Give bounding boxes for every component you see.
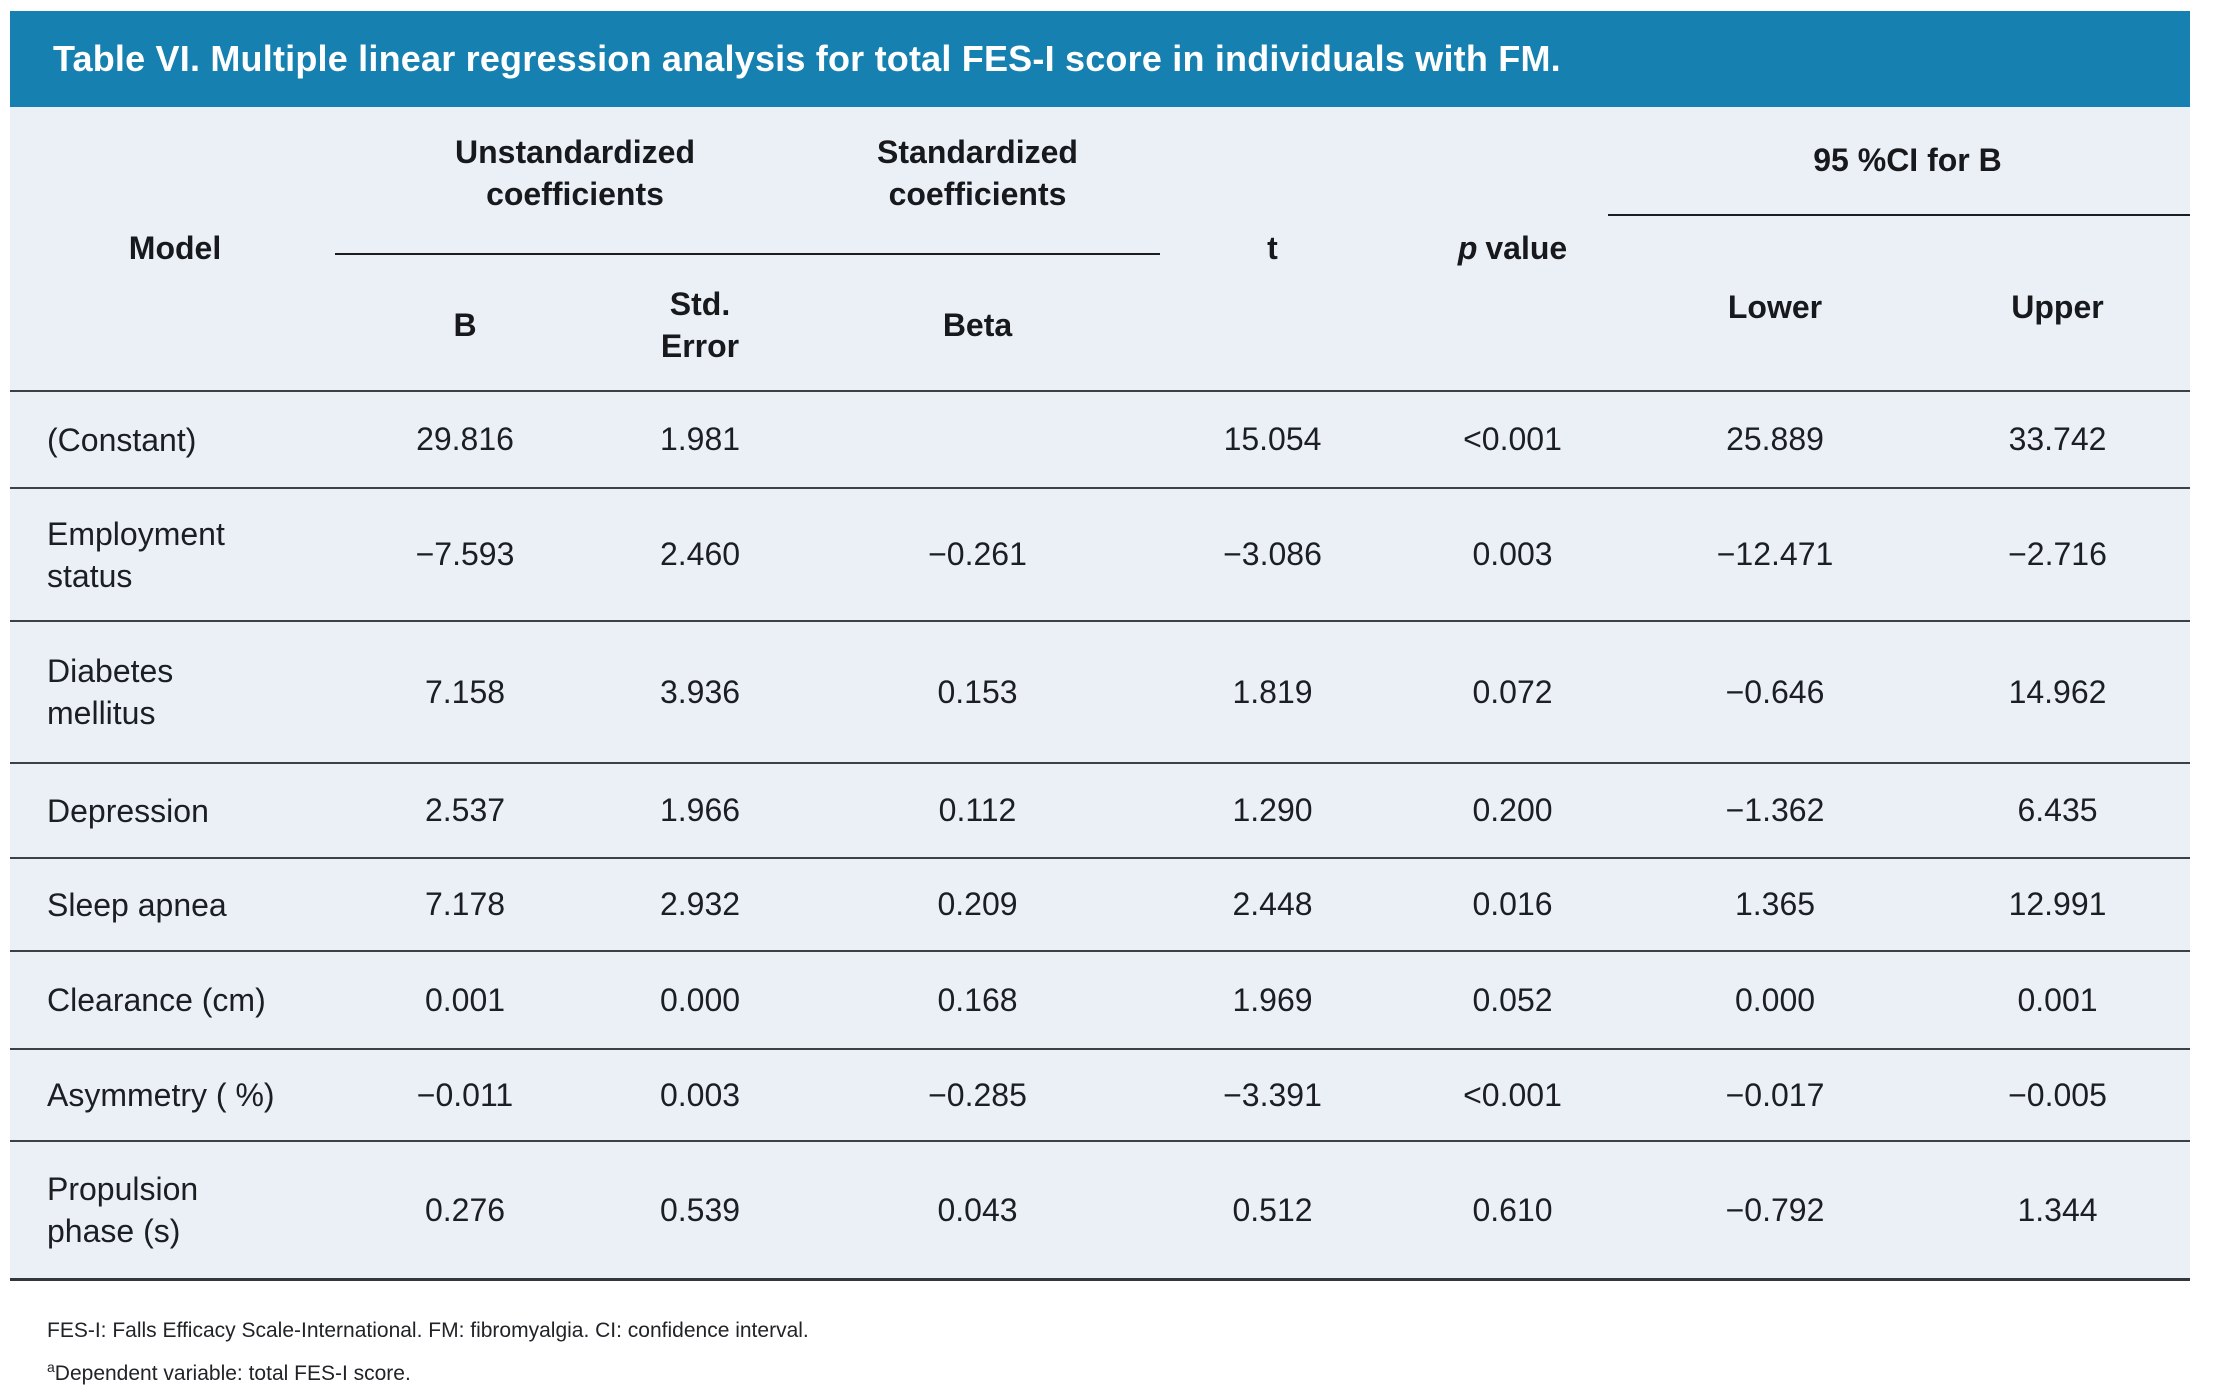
cell-p: 0.610 [1472, 1191, 1553, 1228]
cell-beta: 0.168 [937, 981, 1018, 1018]
cell-beta: 0.112 [938, 792, 1017, 828]
cell-b: −7.593 [415, 536, 515, 572]
table-title-bar: Table VI. Multiple linear regression ana… [10, 11, 2190, 107]
p-value-p: p [1457, 230, 1478, 266]
cell-upper: 0.001 [2017, 981, 2098, 1018]
cell-b: 0.276 [424, 1191, 506, 1228]
cell-beta: 0.209 [937, 886, 1018, 922]
cell-upper: 14.962 [2008, 673, 2107, 710]
column-header-t: t [1267, 230, 1278, 266]
cell-t: −3.391 [1223, 1076, 1322, 1113]
cell-std-error: 2.460 [659, 536, 741, 572]
cell-p: 0.200 [1472, 792, 1553, 828]
cell-std-error: 1.966 [659, 792, 741, 828]
cell-lower: 0.000 [1734, 981, 1816, 1018]
table-footnotes: FES-I: Falls Efficacy Scale-Internationa… [10, 1281, 2190, 1392]
column-group-standardized: Standardized coefficients [877, 134, 1078, 212]
ci-group-underline [1608, 214, 2190, 216]
row-label: Employment status [47, 515, 225, 594]
footnote-abbreviations: FES-I: Falls Efficacy Scale-Internationa… [47, 1319, 809, 1342]
cell-upper: −0.005 [2008, 1076, 2107, 1113]
cell-t: −3.086 [1223, 536, 1322, 572]
regression-table: Table VI. Multiple linear regression ana… [10, 11, 2190, 1392]
cell-beta: −0.261 [928, 536, 1027, 572]
table-body: (Constant) 29.816 1.981 15.054 <0.001 25… [10, 390, 2190, 1281]
column-header-p-value: p value [1400, 107, 1625, 390]
cell-beta: 0.153 [937, 673, 1018, 710]
cell-b: 29.816 [416, 421, 514, 457]
table-title: Table VI. Multiple linear regression ana… [53, 38, 1561, 79]
table-row-sleep-apnea: Sleep apnea 7.178 2.932 0.209 2.448 0.01… [10, 857, 2190, 950]
cell-b: 7.178 [424, 886, 506, 922]
cell-std-error: 0.003 [659, 1076, 741, 1113]
table-row-clearance: Clearance (cm) 0.001 0.000 0.168 1.969 0… [10, 950, 2190, 1048]
column-header-upper: Upper [2011, 288, 2104, 325]
column-group-ci: 95 %CI for B [1813, 142, 2002, 178]
cell-p: <0.001 [1463, 1076, 1562, 1113]
cell-t: 2.448 [1232, 886, 1313, 922]
p-value-rest: value [1485, 230, 1568, 266]
cell-b: −0.011 [416, 1076, 514, 1113]
column-header-beta: Beta [942, 306, 1013, 343]
cell-upper: 12.991 [2008, 886, 2107, 922]
row-label: (Constant) [47, 421, 197, 458]
row-label: Asymmetry ( %) [47, 1077, 275, 1113]
cell-std-error: 2.932 [659, 886, 741, 922]
cell-t: 15.054 [1223, 421, 1322, 457]
cell-std-error: 1.981 [659, 421, 741, 457]
cell-t: 1.969 [1232, 981, 1313, 1018]
row-label: Depression [47, 792, 209, 829]
table-row-asymmetry: Asymmetry ( %) −0.011 0.003 −0.285 −3.39… [10, 1048, 2190, 1140]
cell-p: 0.016 [1472, 886, 1553, 922]
table-row-diabetes-mellitus: Diabetes mellitus 7.158 3.936 0.153 1.819… [10, 620, 2190, 762]
cell-b: 7.158 [424, 673, 506, 710]
cell-upper: 33.742 [2008, 421, 2107, 457]
cell-lower: 25.889 [1726, 421, 1824, 457]
cell-upper: 1.344 [2017, 1191, 2098, 1228]
cell-p: 0.003 [1472, 536, 1553, 572]
cell-lower: −0.646 [1725, 673, 1825, 710]
cell-t: 0.512 [1232, 1191, 1313, 1228]
cell-beta [810, 392, 1145, 487]
row-label: Diabetes mellitus [47, 653, 174, 731]
coefficients-group-underline [335, 253, 1160, 255]
cell-std-error: 0.000 [659, 981, 741, 1018]
cell-lower: −1.362 [1725, 792, 1825, 828]
column-header-model: Model [128, 230, 222, 266]
table-row-employment-status: Employment status −7.593 2.460 −0.261 −3.… [10, 487, 2190, 620]
cell-lower: −0.792 [1725, 1191, 1825, 1228]
cell-upper: −2.716 [2008, 536, 2107, 572]
cell-beta: −0.285 [928, 1076, 1027, 1113]
cell-p: 0.072 [1472, 673, 1553, 710]
cell-p: 0.052 [1472, 981, 1553, 1018]
column-header-lower: Lower [1727, 288, 1823, 325]
cell-upper: 6.435 [2017, 792, 2098, 828]
footnote-dependent-variable: aDependent variable: total FES-I score. [47, 1359, 411, 1385]
cell-t: 1.819 [1232, 673, 1313, 710]
cell-p: <0.001 [1463, 421, 1562, 457]
cell-b: 2.537 [424, 792, 506, 828]
table-row-propulsion-phase: Propulsion phase (s) 0.276 0.539 0.043 0.… [10, 1140, 2190, 1278]
row-label: Clearance (cm) [47, 982, 266, 1018]
cell-lower: 1.365 [1734, 886, 1816, 922]
cell-b: 0.001 [424, 981, 506, 1018]
cell-std-error: 0.539 [659, 1191, 741, 1228]
cell-std-error: 3.936 [659, 673, 741, 710]
column-header-b: B [453, 306, 477, 343]
table-row-constant: (Constant) 29.816 1.981 15.054 <0.001 25… [10, 390, 2190, 487]
cell-lower: −0.017 [1725, 1076, 1825, 1113]
row-label: Propulsion phase (s) [47, 1171, 199, 1249]
column-header-std-error: Std. Error [660, 286, 740, 364]
cell-t: 1.290 [1232, 792, 1313, 828]
table-header: Model Unstandardized coefficients Standa… [10, 107, 2190, 390]
row-label: Sleep apnea [47, 886, 227, 923]
column-group-unstandardized: Unstandardized coefficients [454, 134, 696, 212]
cell-lower: −12.471 [1716, 536, 1834, 572]
table-row-depression: Depression 2.537 1.966 0.112 1.290 0.200… [10, 762, 2190, 857]
cell-beta: 0.043 [937, 1191, 1018, 1228]
